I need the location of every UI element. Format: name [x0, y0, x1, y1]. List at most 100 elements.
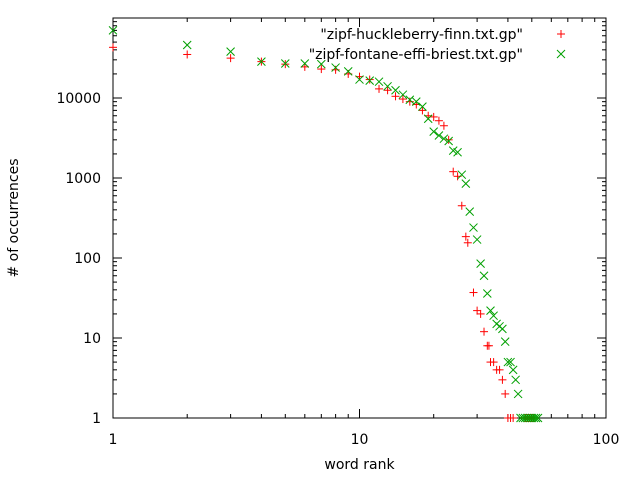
series-effi-briest	[108, 26, 543, 423]
legend-marker-symbol	[556, 49, 566, 59]
legend: "zipf-huckleberry-finn.txt.gp" "zipf-fon…	[309, 27, 566, 63]
data-point	[461, 232, 470, 241]
data-point	[405, 95, 415, 105]
data-point	[411, 97, 421, 107]
data-point	[109, 43, 117, 52]
y-tick-label: 1000	[65, 171, 101, 187]
y-tick-label: 10	[83, 331, 101, 347]
data-point	[463, 238, 472, 247]
data-point	[518, 413, 528, 423]
data-point	[529, 413, 539, 423]
data-point	[429, 112, 438, 121]
data-point	[476, 309, 485, 318]
data-point	[498, 375, 507, 384]
data-point	[513, 389, 523, 399]
data-point	[511, 375, 521, 385]
data-point	[331, 63, 340, 72]
data-point	[527, 413, 537, 423]
data-point	[501, 389, 510, 398]
data-point	[365, 75, 374, 84]
data-point	[469, 223, 478, 232]
data-point	[531, 413, 541, 423]
data-point	[461, 179, 471, 189]
data-point	[533, 413, 543, 423]
data-point	[525, 413, 534, 423]
data-point	[226, 47, 235, 56]
data-point	[495, 365, 504, 374]
data-point	[489, 311, 498, 321]
x-tick-label: 10	[351, 432, 369, 448]
data-point	[429, 127, 439, 136]
y-tick-label: 1	[92, 411, 101, 427]
data-point	[300, 59, 310, 68]
data-point	[226, 54, 235, 63]
data-point	[439, 134, 449, 144]
data-point	[280, 59, 290, 68]
data-point	[473, 306, 482, 315]
data-point	[489, 358, 498, 367]
data-point	[498, 324, 507, 334]
y-tick-label: 10000	[56, 91, 101, 107]
data-point	[257, 57, 266, 66]
data-point	[439, 121, 448, 130]
data-point	[482, 289, 492, 298]
data-point	[486, 306, 495, 315]
data-point	[343, 67, 353, 76]
legend-marker-huckleberry	[557, 30, 565, 38]
x-tick-label: 100	[593, 432, 620, 448]
data-point	[398, 90, 408, 100]
data-point	[500, 337, 510, 347]
data-point	[316, 59, 326, 69]
data-point	[520, 413, 530, 423]
data-point	[418, 102, 427, 111]
data-point	[472, 235, 482, 244]
data-point	[317, 65, 326, 74]
data-point	[480, 327, 489, 336]
y-axis-title: # of occurrences	[6, 158, 22, 277]
axis-tick-labels: 1 10 100 1 10 100 1000 10000	[56, 91, 619, 448]
data-series	[108, 26, 543, 423]
data-point	[509, 414, 518, 422]
data-point	[383, 81, 392, 91]
axis-ticks	[112, 17, 607, 419]
data-point	[391, 92, 400, 101]
data-point	[508, 365, 518, 375]
data-point	[375, 84, 384, 93]
data-point	[444, 135, 453, 144]
data-point	[479, 271, 489, 281]
data-point	[183, 50, 192, 59]
data-point	[434, 116, 443, 125]
data-point	[449, 167, 458, 176]
data-point	[300, 62, 309, 71]
data-point	[465, 207, 475, 216]
data-point	[457, 170, 467, 180]
data-point	[108, 26, 118, 35]
data-point	[423, 114, 433, 124]
data-point	[476, 259, 485, 269]
data-point	[434, 131, 444, 140]
data-point	[398, 95, 407, 104]
x-tick-label: 1	[109, 432, 118, 448]
data-point	[484, 341, 493, 350]
data-point	[506, 357, 515, 367]
data-point	[469, 288, 478, 297]
data-point	[503, 357, 513, 367]
data-point	[523, 413, 532, 423]
data-point	[453, 147, 462, 157]
legend-marker-effi-briest	[556, 49, 566, 59]
data-point	[405, 97, 414, 106]
legend-label-effi-briest: "zipf-fontane-effi-briest.txt.gp"	[309, 47, 523, 63]
x-axis-title: word rank	[324, 457, 395, 473]
data-point	[383, 86, 392, 95]
data-point	[374, 77, 384, 87]
data-point	[391, 85, 400, 95]
y-tick-label: 100	[74, 251, 101, 267]
data-point	[444, 136, 454, 146]
data-point	[355, 75, 364, 84]
data-point	[418, 106, 427, 115]
legend-label-huckleberry: "zipf-huckleberry-finn.txt.gp"	[320, 27, 523, 43]
data-point	[365, 76, 375, 85]
legend-marker-symbol	[557, 30, 565, 38]
